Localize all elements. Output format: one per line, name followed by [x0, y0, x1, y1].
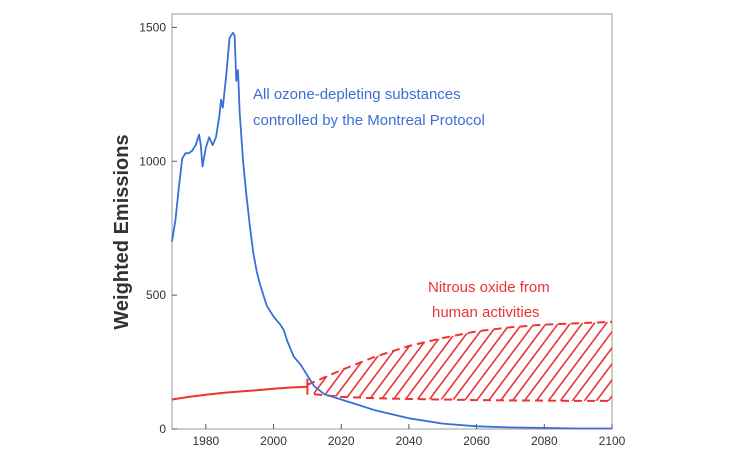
ods-annotation: All ozone-depleting substances controlle…	[253, 86, 485, 129]
hatch-line	[490, 321, 583, 401]
hatch-line	[623, 309, 713, 429]
ods-annotation-line-2: controlled by the Montreal Protocol	[253, 112, 485, 129]
hatch-line	[707, 309, 744, 429]
x-tick-label: 2080	[531, 434, 558, 448]
hatch-line	[635, 309, 725, 429]
hatch-line	[442, 321, 535, 401]
y-tick-label: 1500	[139, 20, 166, 34]
hatch-line	[478, 321, 571, 401]
hatch-line	[466, 321, 559, 401]
y-tick-label: 1000	[139, 154, 166, 168]
nitrous-oxide-projection-upper	[307, 320, 612, 386]
y-tick-label: 0	[159, 422, 166, 436]
nitrous-oxide-historical-line	[171, 385, 308, 401]
plot-frame	[171, 13, 613, 430]
x-axis-ticks: 1980 2000 2020 2040 2060 2080 2100	[192, 424, 626, 448]
hatch-line	[659, 309, 744, 429]
y-tick-label: 500	[146, 288, 166, 302]
nitrous-annotation: Nitrous oxide from human activities	[428, 279, 554, 321]
x-tick-label: 2000	[260, 434, 287, 448]
y-axis-title: Weighted Emissions	[111, 134, 133, 329]
hatch-line	[610, 321, 612, 401]
nitrous-oxide-projection-lower	[314, 393, 612, 402]
x-tick-label: 2100	[599, 434, 626, 448]
hatch-line	[526, 321, 612, 401]
hatch-line	[538, 321, 612, 401]
hatch-line	[695, 309, 744, 429]
ozone-depleting-substances-line	[171, 31, 612, 430]
x-tick-label: 2060	[463, 434, 490, 448]
hatch-line	[430, 321, 523, 401]
hatch-line	[562, 321, 612, 401]
hatch-line	[598, 321, 612, 401]
ods-annotation-line-1: All ozone-depleting substances	[253, 86, 461, 103]
hatch-line	[502, 321, 595, 401]
x-tick-label: 2020	[328, 434, 355, 448]
hatch-line	[731, 309, 744, 429]
x-tick-label: 1980	[192, 434, 219, 448]
hatch-line	[514, 321, 607, 401]
y-axis-ticks: 0 500 1000 1500	[139, 20, 177, 436]
hatch-line	[647, 309, 737, 429]
hatch-line	[550, 321, 612, 401]
x-tick-label: 2040	[396, 434, 423, 448]
hatch-line	[683, 309, 744, 429]
hatch-line	[719, 309, 744, 429]
nitrous-annotation-line-1: Nitrous oxide from	[428, 279, 550, 296]
hatch-line	[454, 321, 547, 401]
nitrous-annotation-line-2: human activities	[432, 304, 540, 321]
hatch-line	[671, 309, 744, 429]
